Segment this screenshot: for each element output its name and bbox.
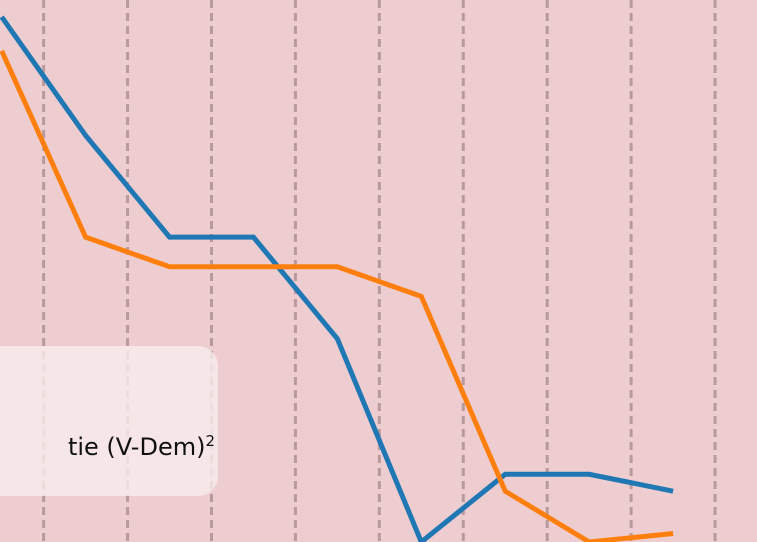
grid-lines <box>42 0 717 542</box>
series-line-1 <box>0 15 674 542</box>
series-line-2 <box>0 49 674 542</box>
series-lines <box>0 15 674 542</box>
